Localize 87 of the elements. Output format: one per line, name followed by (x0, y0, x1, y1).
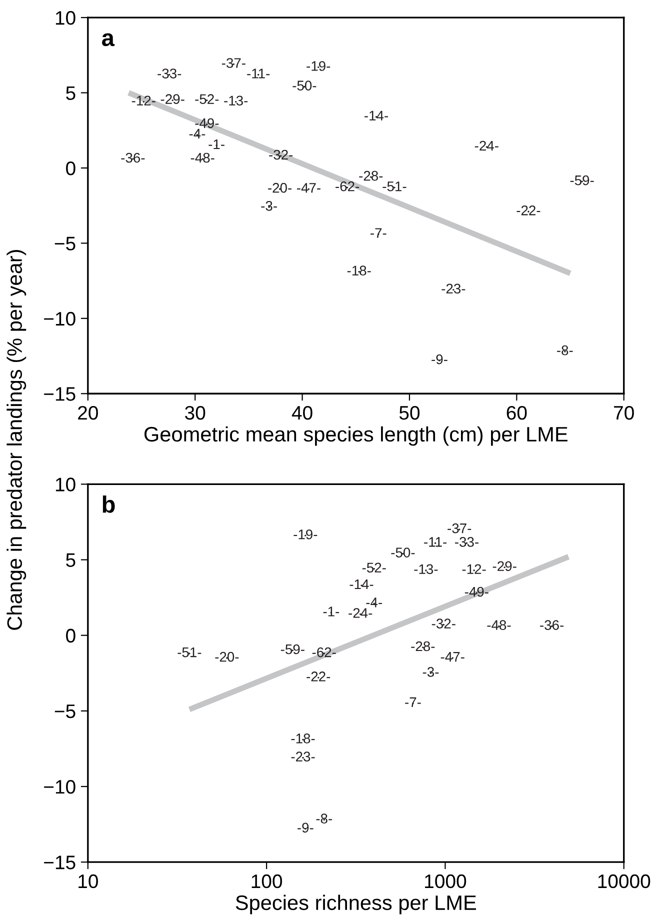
y-tick-label: −10 (44, 312, 76, 326)
annotation: -23- (291, 752, 315, 762)
annotation: -23- (442, 284, 466, 294)
annotation: -14- (350, 579, 374, 590)
annotation: -9- (298, 822, 314, 833)
annotation: -33- (158, 68, 182, 78)
annotation: -18- (291, 734, 315, 744)
annotation: -32- (432, 618, 456, 628)
annotation: -51- (178, 648, 202, 658)
annotation: -19- (294, 529, 318, 540)
annotation: -4- (189, 128, 206, 138)
annotation: -28- (411, 641, 435, 652)
y-tick-label: 5 (66, 553, 76, 567)
annotation: -20- (215, 652, 239, 662)
annotation: -59- (570, 175, 594, 186)
annotation: -12- (132, 96, 156, 106)
annotation: -52- (195, 94, 219, 104)
annotation: -59- (280, 644, 304, 654)
annotation: -62- (336, 181, 360, 192)
x-tick-label: 20 (78, 406, 98, 420)
x-tick-label: 10000 (598, 874, 650, 888)
y-tick-label: −10 (44, 780, 76, 794)
x-tick-label: 60 (506, 406, 527, 420)
annotation: -47- (440, 652, 464, 662)
x-axis-title: Geometric mean species length (cm) per LME (144, 426, 568, 446)
annotation: -48- (487, 620, 511, 630)
x-tick-label: 30 (185, 406, 206, 420)
x-axis-title: Species richness per LME (236, 894, 476, 914)
y-tick-label: 5 (66, 86, 76, 100)
annotation: -7- (405, 697, 421, 707)
annotation: -24- (474, 140, 498, 151)
annotation: -11- (247, 68, 270, 78)
y-axis-title: Change in predator landings (% per year) (6, 250, 26, 630)
annotation: -8- (557, 345, 573, 356)
x-tick-label: 100 (252, 874, 282, 888)
annotation: -1- (208, 139, 224, 150)
annotation: -9- (432, 354, 448, 364)
annotation: -36- (540, 620, 564, 630)
x-tick-label: 70 (614, 406, 634, 420)
y-tick-label: −5 (54, 236, 76, 250)
annotation: -29- (492, 561, 516, 572)
annotation: -22- (306, 672, 330, 682)
annotation: -51- (382, 182, 406, 192)
annotation: -19- (306, 61, 330, 71)
annotation: -4- (366, 598, 382, 608)
annotation: -8- (316, 814, 332, 824)
chart-title: a (102, 33, 115, 46)
annotation: -29- (160, 94, 184, 104)
annotation: -13- (414, 564, 438, 574)
y-tick-label: −15 (44, 856, 76, 870)
y-tick-label: −5 (54, 704, 76, 718)
y-tick-label: −15 (44, 387, 76, 401)
annotation: -52- (362, 562, 386, 573)
annotation: -62- (312, 647, 336, 658)
annotation: -33- (455, 537, 478, 547)
x-tick-label: 50 (399, 406, 420, 420)
y-tick-label: 10 (56, 11, 76, 25)
annotation: -48- (190, 152, 214, 163)
annotation: -49- (195, 118, 219, 128)
annotation: -24- (348, 608, 372, 618)
annotation: -47- (296, 183, 320, 193)
annotation: -36- (121, 152, 145, 163)
annotation: -1- (323, 606, 340, 616)
x-tick-label: 1000 (425, 874, 466, 888)
annotation: -11- (424, 537, 447, 547)
annotation: -32- (269, 150, 293, 160)
y-tick-label: 10 (56, 478, 76, 492)
x-tick-label: 10 (78, 874, 98, 888)
annotation: -12- (462, 564, 486, 574)
annotation: -7- (370, 228, 386, 238)
annotation: -50- (391, 548, 415, 558)
annotation: -20- (268, 182, 292, 193)
annotation: -50- (292, 80, 316, 90)
annotation: -13- (224, 96, 248, 106)
annotation: -49- (464, 586, 488, 597)
annotation: -37- (448, 523, 472, 534)
annotation: -22- (516, 206, 540, 216)
annotation: -37- (222, 58, 246, 68)
chart-title: b (102, 496, 115, 513)
annotation: -18- (347, 266, 371, 276)
y-tick-label: 0 (66, 628, 76, 643)
annotation: -14- (364, 110, 388, 120)
y-tick-label: 0 (66, 161, 76, 176)
x-tick-label: 40 (292, 406, 312, 420)
annotation: -3- (261, 200, 277, 211)
annotation: -3- (422, 667, 439, 677)
annotation: -28- (359, 170, 383, 181)
